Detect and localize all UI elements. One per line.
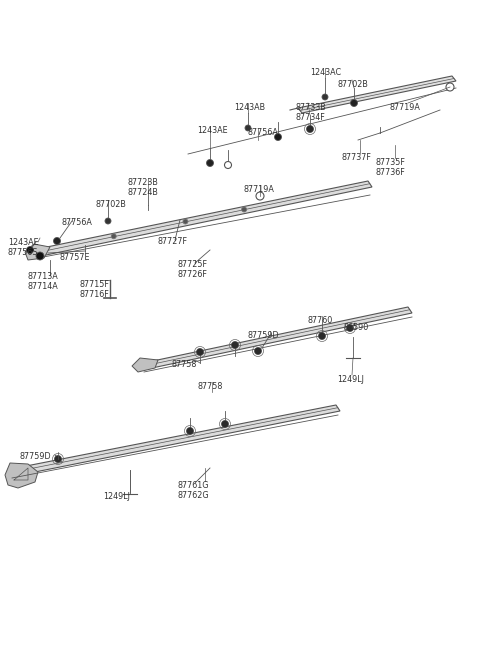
Text: 87702B: 87702B (338, 80, 369, 89)
Text: 87756A: 87756A (62, 218, 93, 227)
Text: 87719A: 87719A (244, 185, 275, 194)
Text: 87761G
87762G: 87761G 87762G (177, 481, 209, 500)
Text: 87713A
87714A: 87713A 87714A (27, 272, 58, 291)
Text: 87725F
87726F: 87725F 87726F (178, 260, 208, 280)
Text: 87719A: 87719A (390, 103, 421, 112)
Circle shape (225, 162, 231, 168)
Text: 1243AB: 1243AB (234, 103, 265, 112)
Text: 87727F: 87727F (157, 237, 187, 246)
Circle shape (307, 126, 313, 132)
Polygon shape (16, 405, 340, 475)
Text: 87759D: 87759D (20, 452, 52, 461)
Text: 87723B
87724B: 87723B 87724B (127, 178, 158, 197)
Text: 87760: 87760 (308, 316, 333, 325)
Circle shape (187, 428, 193, 434)
Circle shape (275, 134, 281, 141)
Circle shape (446, 83, 454, 91)
Circle shape (350, 100, 358, 107)
Text: 87756A: 87756A (248, 128, 279, 137)
Polygon shape (132, 358, 158, 372)
Text: 87702B: 87702B (95, 200, 126, 209)
Circle shape (322, 94, 328, 100)
Circle shape (36, 252, 44, 260)
Text: 87715F
87716F: 87715F 87716F (80, 280, 110, 299)
Circle shape (221, 421, 228, 428)
Circle shape (231, 341, 239, 348)
Circle shape (105, 218, 111, 224)
Polygon shape (298, 76, 456, 113)
Circle shape (53, 238, 60, 244)
Circle shape (196, 348, 204, 356)
Circle shape (319, 333, 325, 339)
Circle shape (55, 455, 61, 462)
Text: 87757E: 87757E (60, 253, 91, 262)
Text: 87737F: 87737F (342, 153, 372, 162)
Text: 1249LJ: 1249LJ (103, 492, 130, 501)
Circle shape (347, 324, 353, 331)
Text: 1243AC: 1243AC (310, 68, 341, 77)
Text: 1249LJ: 1249LJ (337, 375, 364, 384)
Polygon shape (148, 307, 412, 368)
Text: 86590: 86590 (344, 323, 369, 332)
Text: 1243AE: 1243AE (197, 126, 228, 135)
Circle shape (256, 192, 264, 200)
Text: 87758: 87758 (171, 360, 196, 369)
Text: 1243AE
87756S: 1243AE 87756S (8, 238, 38, 257)
Circle shape (206, 160, 214, 166)
Text: 87733B
87734F: 87733B 87734F (295, 103, 326, 122)
Circle shape (183, 219, 188, 224)
Text: 87735F
87736F: 87735F 87736F (376, 158, 406, 178)
Circle shape (241, 207, 247, 212)
Text: 87759D: 87759D (247, 331, 278, 340)
Polygon shape (42, 181, 372, 255)
Circle shape (111, 234, 116, 239)
Text: 87758: 87758 (198, 382, 223, 391)
Polygon shape (25, 244, 50, 260)
Circle shape (245, 125, 251, 131)
Circle shape (254, 348, 262, 354)
Circle shape (26, 246, 34, 253)
Polygon shape (5, 463, 38, 488)
